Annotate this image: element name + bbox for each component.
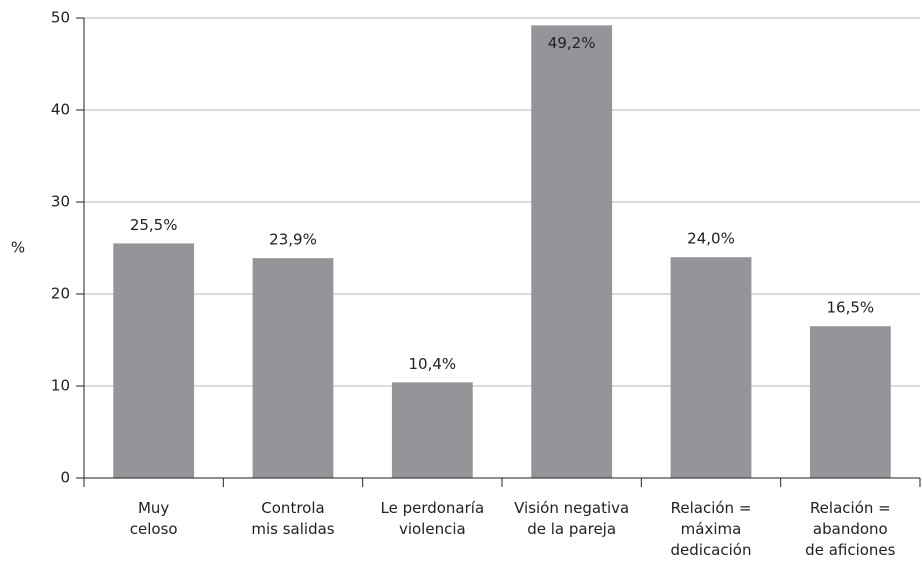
value-label: 16,5%: [827, 299, 875, 317]
y-tick-label: 10: [51, 377, 70, 395]
y-tick-label: 50: [51, 9, 70, 27]
x-tick-label: Controla mis salidas: [251, 499, 335, 538]
value-label: 24,0%: [687, 230, 735, 248]
bar: [252, 258, 334, 478]
y-tick-label: 40: [51, 101, 70, 119]
bar: [809, 326, 891, 478]
x-tick-label: Muy celoso: [129, 499, 178, 538]
bar: [113, 243, 195, 478]
y-tick-label: 0: [60, 469, 70, 487]
bar: [391, 382, 473, 478]
value-label: 25,5%: [130, 216, 178, 234]
value-label: 10,4%: [409, 355, 457, 373]
x-tick-label: Visión negativa de la pareja: [514, 499, 630, 538]
y-tick-label: 30: [51, 193, 70, 211]
x-tick-label: Relación = abandono de aficiones: [805, 499, 896, 559]
y-tick-label: 20: [51, 285, 70, 303]
x-tick-label: Le perdonaría violencia: [380, 499, 485, 538]
x-tick-label: Relación = máxima dedicación: [670, 499, 752, 559]
bar: [670, 257, 752, 478]
bar: [531, 25, 613, 479]
value-label: 23,9%: [269, 231, 317, 249]
y-axis-label: %: [11, 239, 25, 257]
value-label: 49,2%: [548, 34, 596, 52]
